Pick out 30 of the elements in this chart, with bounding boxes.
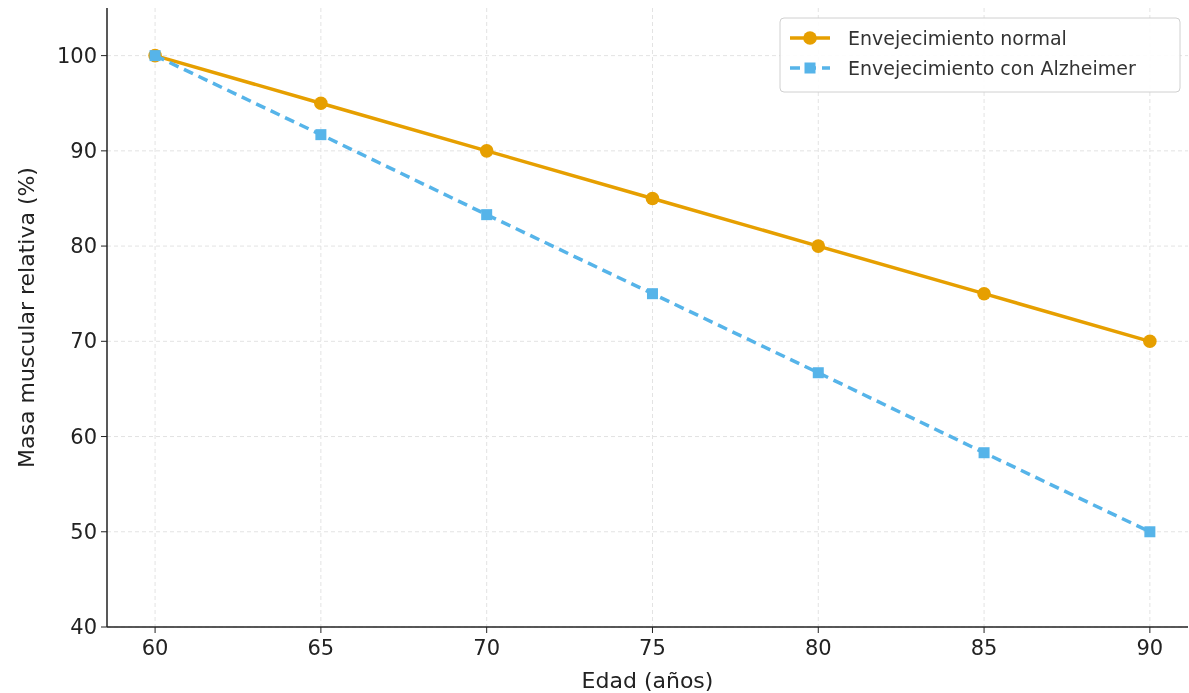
- point: [812, 367, 824, 379]
- x-tick-label: 70: [473, 636, 501, 660]
- x-tick-label: 85: [970, 636, 998, 660]
- point: [978, 447, 990, 459]
- x-tick-label: 90: [1136, 636, 1164, 660]
- y-axis-title: Masa muscular relativa (%): [14, 167, 39, 468]
- point: [1143, 334, 1157, 349]
- y-tick-label: 50: [70, 519, 97, 544]
- y-tick-label: 100: [56, 43, 97, 68]
- point: [977, 286, 991, 301]
- y-tick-label: 70: [70, 329, 97, 354]
- legend-label: Envejecimiento con Alzheimer: [848, 57, 1136, 79]
- x-tick-label: 80: [804, 636, 832, 660]
- point: [479, 144, 494, 158]
- point: [481, 209, 493, 221]
- point: [645, 191, 660, 206]
- y-tick-label: 60: [70, 424, 97, 449]
- point: [315, 129, 327, 141]
- point: [811, 239, 826, 253]
- y-tick-label: 40: [70, 615, 97, 639]
- x-tick-label: 60: [141, 636, 169, 660]
- legend-label: Envejecimiento normal: [848, 27, 1067, 49]
- point: [646, 288, 658, 300]
- x-tick-label: 75: [639, 636, 666, 660]
- point: [1144, 526, 1156, 538]
- y-tick-label: 80: [70, 234, 97, 259]
- y-tick-label: 90: [70, 138, 97, 163]
- point: [314, 96, 328, 111]
- x-tick-label: 65: [307, 636, 335, 660]
- x-axis-title: Edad (años): [581, 668, 714, 693]
